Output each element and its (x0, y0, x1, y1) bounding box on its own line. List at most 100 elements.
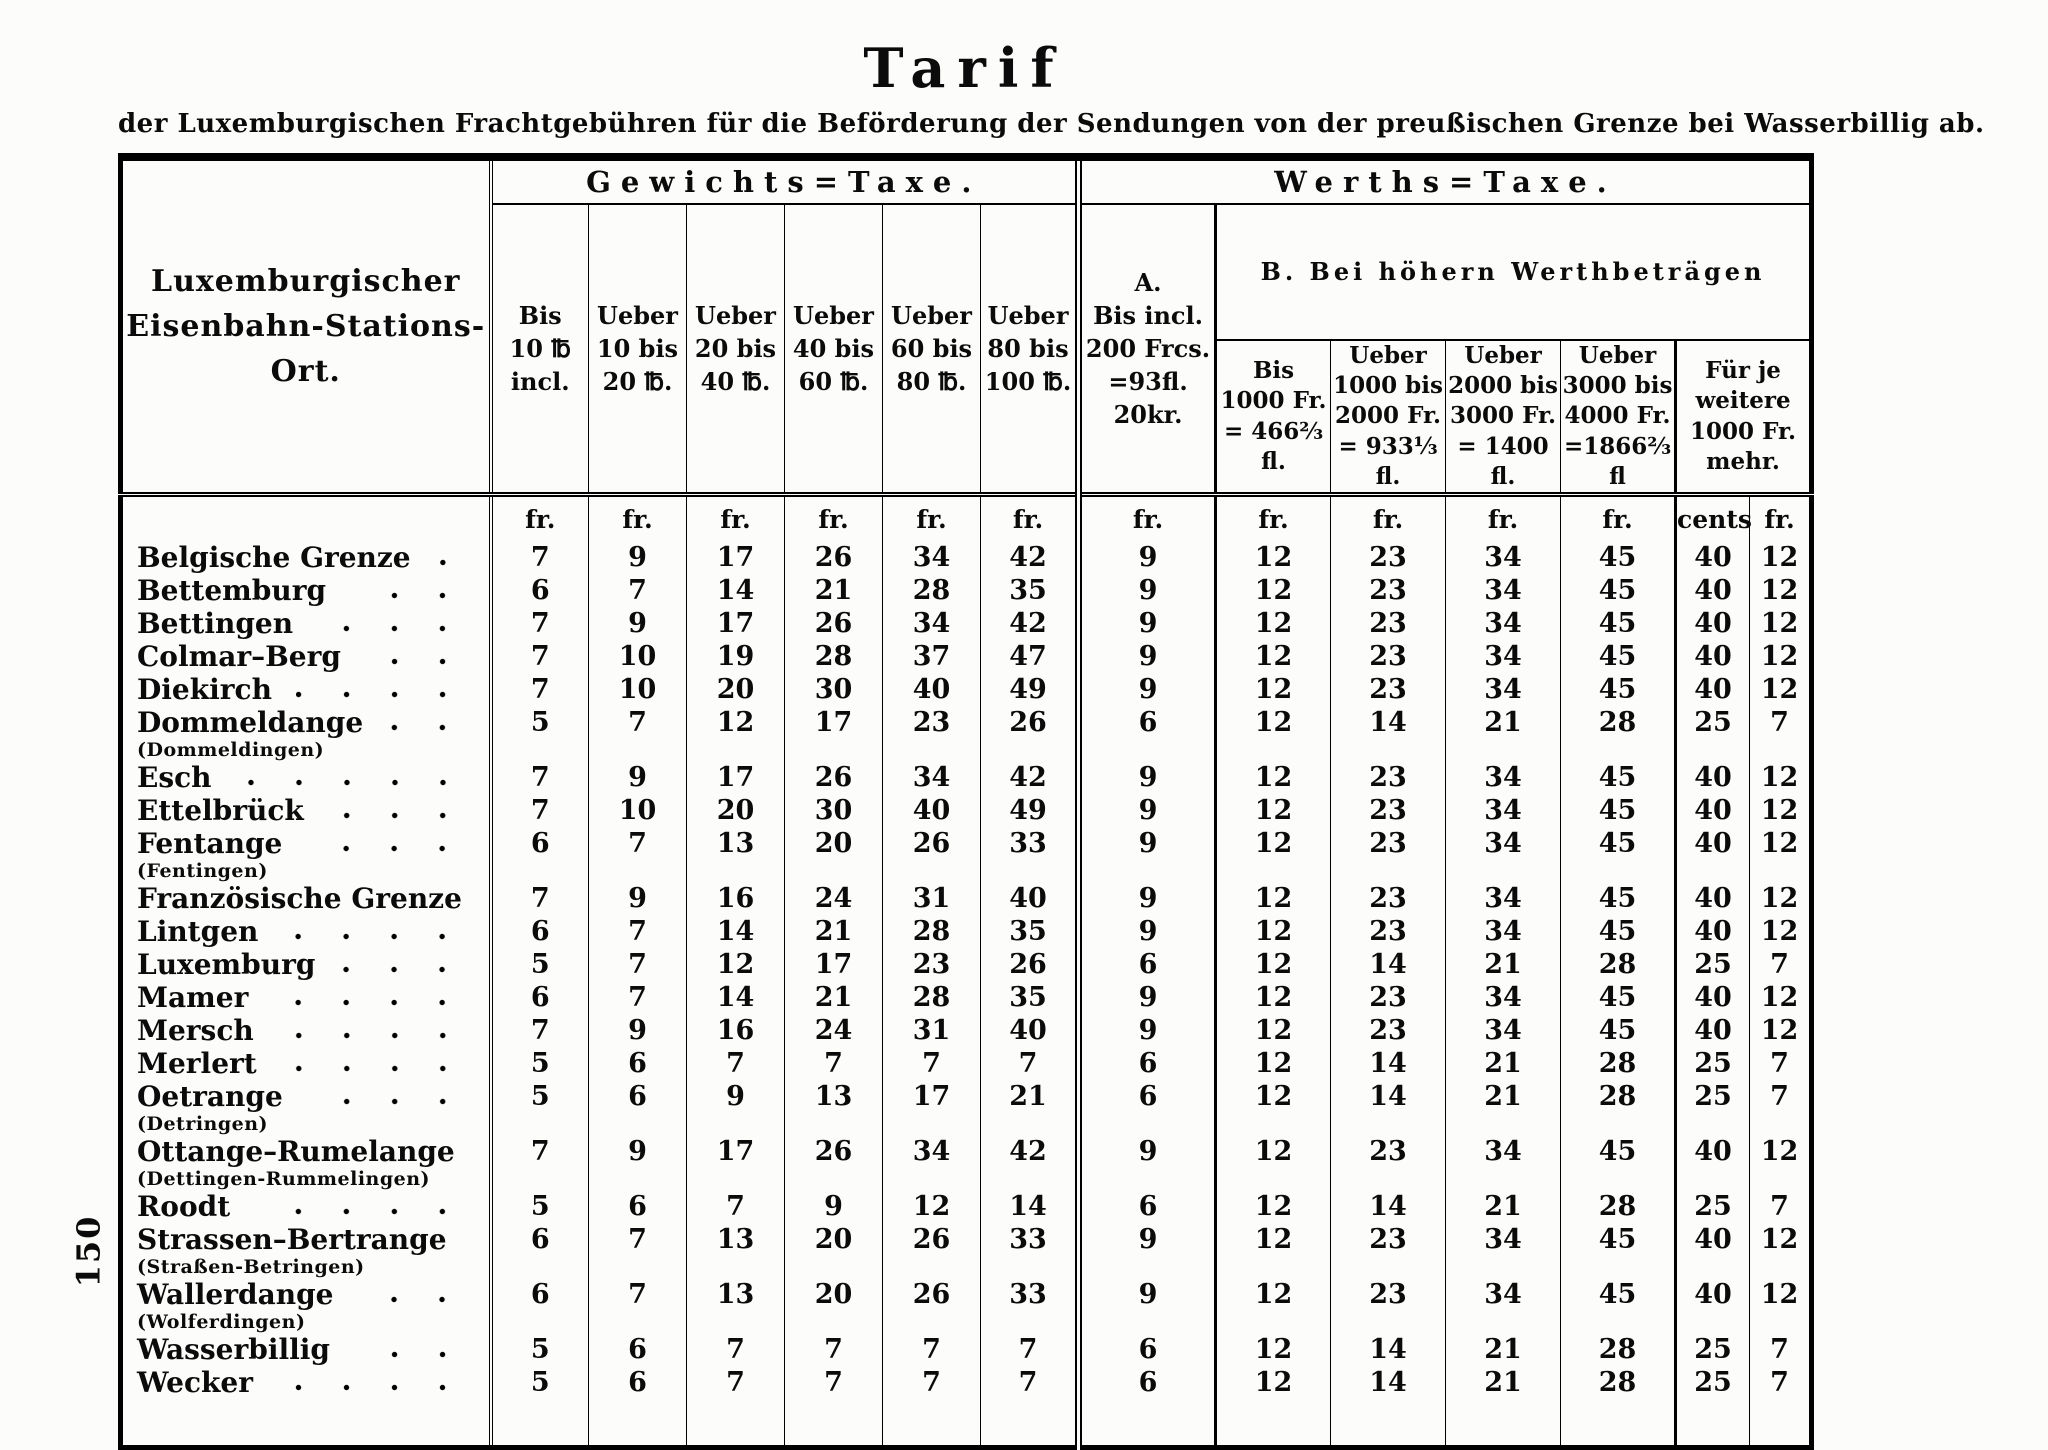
tariff-value-cell: 45 (1560, 827, 1678, 883)
unit-cell: fr. (1078, 492, 1218, 542)
tariff-value-cell: 6 (1078, 1190, 1218, 1224)
tariff-value-cell: 6 (490, 574, 589, 608)
tariff-value-cell: 9 (1078, 640, 1218, 674)
werths-taxe-header: Werths=Taxe. (1078, 156, 1812, 205)
station-name: Colmar–Berg (137, 640, 341, 674)
spacer-cell (1750, 1399, 1812, 1448)
tariff-value-cell: 7 (980, 1333, 1083, 1367)
station-cell: Roodt (120, 1190, 493, 1224)
tariff-value-cell: 12 (1215, 827, 1332, 883)
station-cell: Französische Grenze (120, 882, 493, 916)
tariff-value-cell: 9 (784, 1190, 883, 1224)
b-werthbetraege-header: B. Bei höhern Werthbeträgen (1215, 203, 1812, 341)
tariff-value-cell: 9 (686, 1080, 785, 1136)
table-row: Wecker 5 6 7 7 7 7 6 12 14 21 28 25 7 (120, 1366, 1812, 1400)
station-cell: Lintgen (120, 915, 493, 949)
tariff-value-cell: 7 (686, 1047, 785, 1081)
tariff-value-cell: 31 (882, 882, 981, 916)
tariff-value-cell: 9 (588, 607, 687, 641)
tariff-value-cell: 28 (1560, 1366, 1678, 1400)
unit-cell: cents (1675, 492, 1752, 542)
weight-column-header: Ueber 10 bis 20 ℔. (588, 203, 687, 495)
tariff-value-cell: 6 (1078, 1080, 1218, 1136)
tariff-value-cell: 12 (1760, 982, 1799, 1014)
station-name: Lintgen (137, 915, 259, 949)
tariff-value-cell: 23 (1330, 541, 1447, 575)
tariff-value-cell: 17 (784, 948, 883, 982)
unit-cell: fr. (882, 492, 981, 542)
station-cell: Luxemburg (120, 948, 493, 982)
tariff-value-cell: 12 (1215, 1366, 1332, 1400)
table-row: Belgische Grenze 7 9 17 26 34 42 9 12 23 34 45 40 12 (120, 541, 1812, 575)
spacer-cell (1675, 1399, 1751, 1448)
tariff-value-cell: 40 (1675, 981, 1751, 1015)
station-cell: Ottange–Rumelange (Dettingen-Rummelingen) (120, 1135, 493, 1191)
tariff-value-cell: 31 (882, 1014, 981, 1048)
tariff-value-cell: 49 (980, 673, 1083, 707)
tariff-value-cell: 9 (1078, 882, 1218, 916)
tariff-value-cell: 7 (588, 706, 687, 762)
unit-cell: fr. (490, 492, 589, 542)
tariff-value-cell: 23 (1330, 915, 1447, 949)
tariff-value-cell: 45 (1560, 574, 1678, 608)
tariff-value-cell: 9 (1078, 1135, 1218, 1191)
station-cell: Bettingen (120, 607, 493, 641)
tariff-value-cell: 23 (1330, 574, 1447, 608)
tariff-value-cell: 34 (882, 541, 981, 575)
unit-cell (120, 492, 493, 542)
unit-cell: fr. (1749, 492, 1812, 542)
tariff-value-cell: 26 (882, 827, 981, 883)
tariff-value-cell: 9 (588, 1135, 687, 1191)
tariff-value-cell: 40 (882, 794, 981, 828)
tariff-value-cell: 14 (1330, 1047, 1447, 1081)
dot-leader (350, 591, 467, 601)
tariff-value-cell: 12 (686, 706, 785, 762)
station-cell: Oetrange (Detringen) (120, 1080, 493, 1136)
tariff-value-cell: 7 (588, 1223, 687, 1279)
tariff-value-cell: 7 (588, 827, 687, 883)
tariff-value-cell: 12 (1215, 574, 1332, 608)
station-name: Diekirch (137, 673, 272, 707)
tariff-value-cell: 45 (1560, 1014, 1678, 1048)
b-column-header: Ueber 1000 bis 2000 Fr. = 933⅓ fl. (1330, 339, 1447, 495)
tariff-value-cell: 12 (1760, 542, 1799, 574)
tariff-value-cell: 12 (1760, 1015, 1799, 1047)
tariff-value-cell: 23 (882, 706, 981, 762)
table-row: Merlert 5 6 7 7 7 7 6 12 14 21 28 25 7 (120, 1047, 1812, 1081)
tariff-value-cell: 34 (1445, 981, 1562, 1015)
station-cell: Diekirch (120, 673, 493, 707)
table-row: Oetrange (Detringen) 5 6 9 13 17 21 6 12 14 21 28 25 7 (120, 1080, 1812, 1136)
tariff-value-cell: 6 (588, 1080, 687, 1136)
tariff-value-cell: 12 (1215, 981, 1332, 1015)
tariff-value-cell: 35 (980, 981, 1083, 1015)
weight-column-header: Ueber 60 bis 80 ℔. (882, 203, 981, 495)
table-row: Ottange–Rumelange (Dettingen-Rummelingen)… (120, 1135, 1812, 1191)
tariff-value-cell: 7 (882, 1333, 981, 1367)
tariff-value-cell: 9 (588, 761, 687, 795)
tariff-value-cell: 25 (1675, 1190, 1751, 1224)
tariff-value-cell: 9 (1078, 673, 1218, 707)
tariff-value-cell: 12 (1215, 640, 1332, 674)
tariff-value-cell: 33 (980, 827, 1083, 883)
tariff-value-cell: 40 (1675, 1014, 1751, 1048)
tariff-value-cell: 20 (784, 1223, 883, 1279)
table-row: Luxemburg 5 7 12 17 23 26 6 12 14 21 28 25 7 (120, 948, 1812, 982)
tariff-value-cell: 12 (1215, 761, 1332, 795)
dot-leader (434, 558, 467, 568)
station-cell: Dommeldange (Dommeldingen) (120, 706, 493, 762)
dot-leader (235, 778, 467, 788)
station-name: Wecker (137, 1366, 253, 1400)
table-row: Mersch 7 9 16 24 31 40 9 12 23 34 45 40 12 (120, 1014, 1812, 1048)
tariff-value-cell: 34 (1445, 541, 1562, 575)
tariff-value-cell: 24 (784, 882, 883, 916)
unit-cell: fr. (1560, 492, 1678, 542)
tariff-value-cell: 6 (1078, 1333, 1218, 1367)
tariff-value-cell: 5 (490, 1047, 589, 1081)
tariff-value-cell: 21 (1445, 1080, 1562, 1136)
tariff-value-cell: 34 (1445, 1014, 1562, 1048)
tariff-value-cell: 34 (1445, 1135, 1562, 1191)
tariff-value-cell: 21 (980, 1080, 1083, 1136)
tariff-value-cell: 40 (1675, 673, 1751, 707)
dot-leader (387, 723, 467, 733)
tariff-value-cell: 23 (1330, 607, 1447, 641)
